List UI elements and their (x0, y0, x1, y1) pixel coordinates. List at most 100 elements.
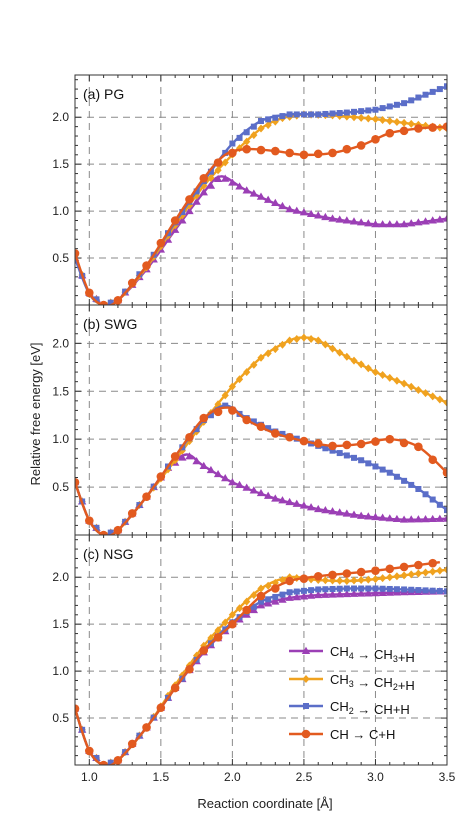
data-point (113, 296, 123, 305)
data-point (386, 373, 394, 382)
data-point (243, 137, 251, 146)
data-point (385, 434, 395, 444)
data-point (170, 216, 180, 225)
data-point (414, 569, 422, 578)
data-point (358, 108, 365, 115)
legend-entry: CH2 → CH+H (289, 699, 410, 717)
x-axis-title: Reaction coordinate [Å] (197, 796, 332, 811)
data-point (342, 144, 352, 154)
data-point (228, 382, 236, 391)
data-point (199, 461, 208, 469)
data-point (127, 509, 137, 518)
data-point (213, 158, 223, 167)
data-point (357, 360, 365, 369)
data-point (429, 567, 437, 576)
data-point (349, 217, 359, 225)
legend: CH4 → CH3+H CH3 → CH2+H CH2 → CH+H CH → C+H (289, 644, 415, 742)
data-point (228, 478, 237, 486)
data-point (393, 586, 400, 593)
data-point (235, 604, 244, 613)
data-point (421, 568, 430, 577)
data-point (265, 596, 272, 603)
data-point (336, 348, 344, 357)
series-line (75, 453, 447, 535)
data-point (299, 574, 309, 583)
data-point (386, 585, 393, 592)
data-point (428, 123, 437, 132)
data-point (256, 422, 266, 432)
data-point (192, 457, 201, 465)
data-point (263, 599, 273, 607)
data-point (379, 574, 387, 583)
y-tick-label: 1.0 (52, 664, 69, 678)
data-point (107, 529, 114, 535)
data-point (429, 88, 436, 95)
data-point (242, 144, 251, 154)
data-point (228, 619, 237, 629)
data-point (372, 463, 379, 470)
data-point (342, 216, 352, 224)
data-point (328, 590, 337, 598)
data-point (156, 238, 166, 248)
data-point (399, 562, 409, 572)
data-point (228, 610, 236, 619)
data-point (213, 469, 223, 478)
data-point (401, 100, 408, 107)
data-point (349, 589, 359, 597)
data-point (371, 512, 380, 521)
data-point (75, 249, 80, 258)
y-tick-label: 2.0 (52, 336, 69, 350)
data-point (207, 168, 214, 175)
data-point (279, 113, 286, 120)
panel-label: (a) PG (83, 86, 124, 102)
data-point (170, 452, 180, 461)
panel-2: 0.5 1.0 1.5 2.0 (b) SWG (52, 304, 448, 536)
data-point (343, 452, 350, 459)
data-point (401, 586, 408, 593)
data-point (408, 586, 415, 593)
data-point (443, 565, 447, 574)
data-point (336, 585, 343, 592)
data-point (278, 201, 287, 210)
data-point (193, 426, 200, 433)
data-point (378, 513, 387, 521)
data-point (292, 206, 301, 214)
data-point (365, 585, 372, 592)
data-point (414, 385, 422, 394)
data-point (414, 560, 423, 570)
data-point (107, 759, 114, 765)
data-point (371, 575, 380, 584)
data-point (242, 415, 251, 425)
y-tick-label: 1.0 (52, 432, 69, 446)
panel-label: (c) NSG (83, 546, 134, 562)
data-point (407, 570, 415, 579)
data-point (85, 288, 94, 298)
data-point (285, 576, 294, 586)
data-point (392, 514, 402, 523)
data-point (321, 340, 329, 349)
data-point (249, 189, 259, 197)
data-point (293, 588, 300, 595)
data-point (428, 455, 437, 465)
data-point (285, 205, 294, 213)
data-point (222, 149, 229, 156)
data-point (185, 206, 194, 215)
data-point (328, 570, 337, 580)
data-point (264, 581, 272, 590)
data-point (292, 592, 301, 601)
x-tick-label: 1.0 (81, 770, 98, 784)
data-point (278, 340, 287, 349)
data-point (364, 575, 372, 584)
data-point (392, 220, 402, 228)
data-point (99, 300, 108, 305)
data-point (263, 195, 273, 203)
x-tick-label: 2.5 (296, 770, 313, 784)
data-point (199, 188, 208, 196)
data-point (408, 97, 415, 104)
data-point (257, 584, 265, 593)
data-point (342, 440, 352, 450)
data-point (385, 220, 394, 228)
data-point (257, 124, 265, 133)
data-point (113, 756, 123, 765)
legend-label: CH3 → CH2+H (330, 672, 415, 693)
